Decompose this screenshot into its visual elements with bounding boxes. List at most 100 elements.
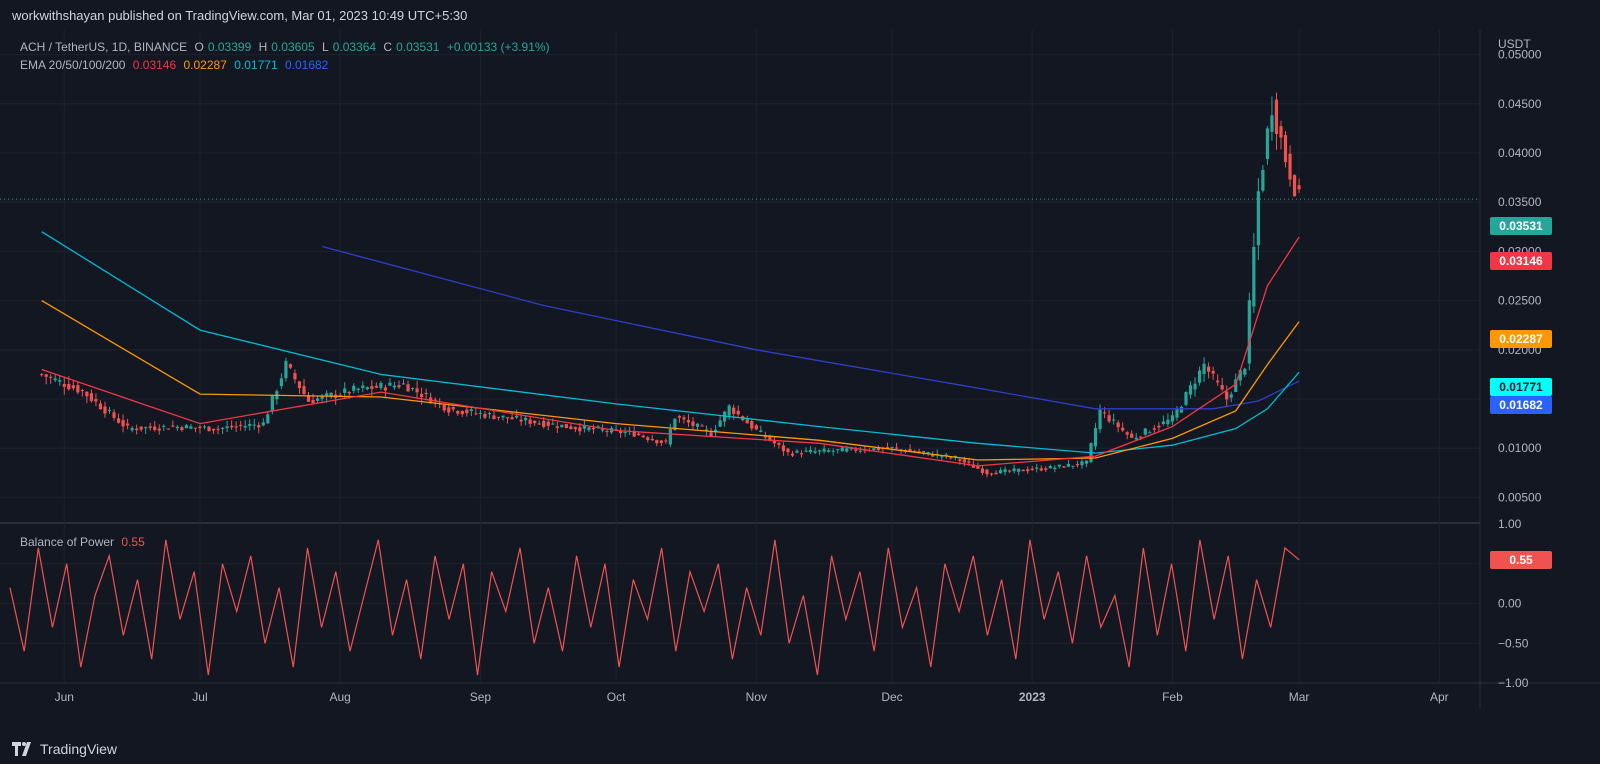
ema20-line[interactable] (41, 236, 1300, 467)
candle-body (1243, 368, 1247, 375)
candle-body (456, 411, 460, 414)
y-tick-label: 0.01000 (1498, 441, 1542, 455)
ema-label[interactable]: EMA 20/50/100/200 (20, 58, 126, 72)
candle-body (808, 449, 813, 453)
candle-body (89, 393, 94, 401)
candle-body (374, 385, 378, 388)
ema100-tag: 0.01771 (1490, 378, 1552, 396)
candle-body (144, 427, 148, 429)
candle-body (392, 385, 397, 388)
candle-body (1116, 422, 1120, 428)
candle-body (451, 407, 455, 410)
candle-body (234, 426, 238, 428)
candle-body (668, 429, 672, 445)
candle-body (736, 410, 740, 415)
ema100-line[interactable] (41, 231, 1300, 454)
candle-body (1053, 467, 1057, 470)
candle-body (1216, 380, 1220, 383)
candle-body (243, 426, 247, 428)
candle-body (1207, 366, 1211, 372)
symbol-legend[interactable]: ACH / TetherUS, 1D, BINANCE O 0.03399 H 0.… (20, 40, 554, 54)
candle-body (994, 472, 998, 475)
candle-body (831, 450, 835, 452)
symbol-name[interactable]: ACH / TetherUS, 1D, BINANCE (20, 40, 188, 54)
candle-body (781, 445, 786, 452)
bop-value-tag: 0.55 (1490, 551, 1552, 569)
candle-body (542, 420, 546, 427)
candle-body (944, 454, 948, 456)
candle-body (998, 470, 1003, 474)
candle-body (248, 423, 252, 426)
y-tick-label: 0.04500 (1498, 97, 1542, 111)
bop-line[interactable] (9, 539, 1300, 676)
candle-body (505, 417, 510, 419)
ema50-line[interactable] (41, 300, 1300, 461)
publish-header: workwithshayan published on TradingView.… (0, 0, 1600, 30)
bop-legend-value: 0.55 (121, 535, 145, 549)
candle-body (1265, 128, 1270, 159)
candle-body (1148, 432, 1152, 434)
ema200-line[interactable] (321, 245, 1300, 410)
candle-body (193, 427, 198, 429)
candle-body (519, 419, 523, 422)
candle-body (700, 425, 704, 427)
candle-body (1247, 300, 1251, 364)
tradingview-logo[interactable]: TradingView (12, 741, 117, 757)
candle-body (329, 392, 333, 398)
candle-body (80, 390, 84, 392)
candle-body (496, 416, 501, 418)
candle-body (1270, 115, 1274, 132)
ema50-tag: 0.02287 (1490, 330, 1552, 348)
candle-body (790, 453, 795, 456)
candle-body (44, 374, 48, 377)
candle-body (894, 447, 899, 449)
candle-body (325, 393, 329, 396)
candle-body (1157, 425, 1161, 428)
candle-body (1134, 437, 1138, 440)
candle-body (153, 426, 157, 431)
candle-body (1026, 469, 1030, 472)
candle-body (76, 385, 80, 393)
candle-body (1297, 185, 1301, 190)
candle-body (682, 417, 686, 420)
candle-body (989, 473, 994, 475)
candle-body (1279, 126, 1283, 138)
candle-body (926, 451, 930, 453)
ema-legend[interactable]: EMA 20/50/100/200 0.03146 0.02287 0.0177… (20, 58, 332, 72)
candle-body (524, 417, 528, 421)
candle-body (967, 461, 971, 463)
candle-body (1021, 469, 1025, 472)
low-label: L (322, 40, 329, 54)
candle-body (157, 428, 161, 431)
candle-body (365, 387, 369, 390)
bop-label[interactable]: Balance of Power (20, 535, 115, 549)
candle-body (116, 418, 121, 423)
candle-body (885, 447, 890, 449)
candle-body (1211, 370, 1215, 374)
candle-body (1193, 383, 1197, 390)
candle-body (768, 435, 772, 441)
candle-body (582, 425, 587, 429)
candle-body (605, 431, 609, 433)
candle-body (718, 420, 722, 427)
candle-body (130, 427, 134, 431)
candle-body (949, 457, 953, 459)
bop-legend[interactable]: Balance of Power 0.55 (20, 535, 149, 549)
candle-body (854, 449, 858, 451)
candle-body (62, 384, 66, 387)
candle-body (383, 387, 388, 391)
y-tick-label: 0.02500 (1498, 294, 1542, 308)
candle-body (958, 459, 962, 461)
candle-body (1166, 419, 1170, 425)
x-tick-label: 2023 (1019, 690, 1046, 704)
x-tick-label: Mar (1289, 690, 1310, 704)
footer: TradingView (0, 734, 1600, 764)
candle-body (198, 426, 202, 429)
candle-body (551, 423, 555, 425)
candle-body (686, 419, 691, 423)
candle-body (356, 388, 360, 390)
candle-body (623, 432, 627, 434)
candle-body (397, 385, 401, 388)
candle-body (759, 430, 763, 432)
